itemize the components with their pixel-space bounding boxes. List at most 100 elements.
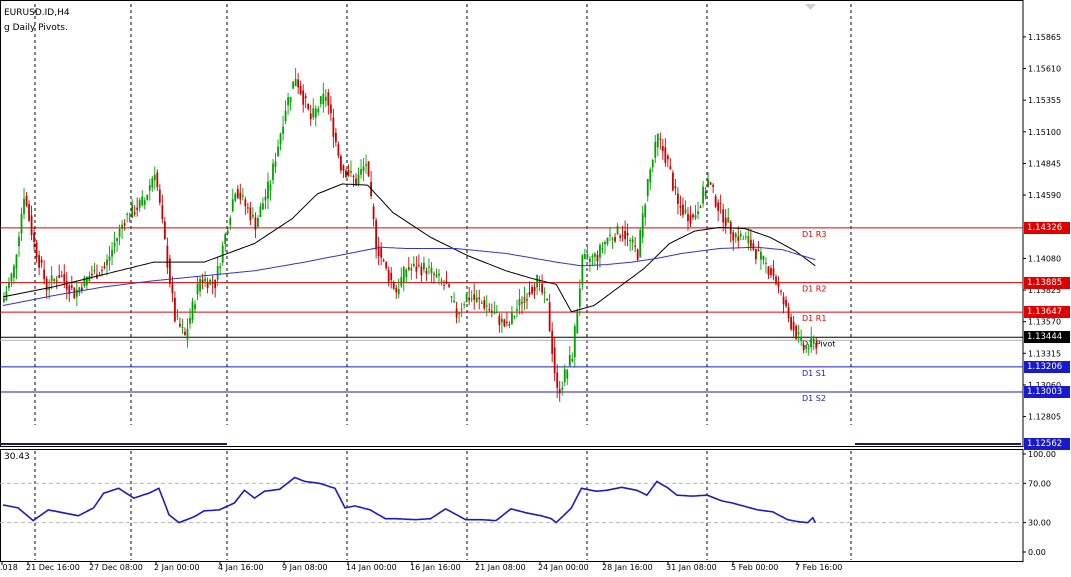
- candle-down: [206, 282, 209, 289]
- candle-down: [712, 184, 715, 187]
- candle-up: [360, 168, 362, 175]
- candle-up: [583, 253, 586, 260]
- candle-up: [604, 241, 606, 245]
- candle-down: [68, 285, 71, 295]
- candle-up: [480, 302, 483, 304]
- price-tick-label: 1.13315: [1028, 349, 1061, 358]
- candle-up: [495, 311, 498, 313]
- candle-up: [435, 274, 438, 277]
- candle-up: [141, 196, 144, 206]
- candle-up: [485, 305, 488, 307]
- candle-up: [131, 204, 134, 218]
- candle-down: [671, 172, 674, 191]
- candle-down: [156, 172, 159, 188]
- ma-fast-line: [2, 183, 816, 313]
- candle-up: [262, 203, 264, 210]
- time-tick-label: 28 Jan 16:00: [602, 563, 653, 572]
- candle-up: [405, 269, 408, 278]
- candle-down: [60, 275, 63, 277]
- pivot-label: D1 R3: [802, 230, 826, 239]
- candle-up: [267, 181, 269, 199]
- candle-up: [322, 93, 325, 105]
- range-price-box: 1.12562: [1024, 438, 1070, 450]
- candle-up: [8, 281, 10, 288]
- candle-up: [573, 326, 576, 358]
- candle-down: [334, 132, 337, 143]
- candle-up: [75, 289, 78, 297]
- candle-down: [420, 266, 423, 276]
- candle-up: [561, 387, 564, 390]
- candle-up: [609, 234, 611, 236]
- candle-up: [191, 301, 194, 321]
- candle-up: [176, 315, 179, 317]
- candle-up: [760, 251, 762, 260]
- candle-up: [656, 133, 659, 148]
- candle-down: [329, 104, 332, 114]
- candle-down: [659, 138, 662, 140]
- candle-up: [257, 218, 259, 227]
- candle-up: [586, 253, 589, 259]
- pivot-label: D1 R1: [802, 314, 826, 323]
- candle-down: [674, 186, 677, 189]
- candle-down: [254, 217, 257, 230]
- candle-up: [644, 204, 647, 218]
- candle-down: [244, 199, 247, 207]
- candle-down: [372, 206, 375, 220]
- candle-down: [455, 308, 458, 318]
- candle-down: [70, 285, 73, 288]
- time-tick-label: 21 Dec 16:00: [26, 563, 80, 572]
- candle-down: [802, 344, 805, 351]
- price-tick-label: 1.14080: [1028, 254, 1061, 263]
- candle-down: [347, 170, 350, 176]
- candle-up: [277, 146, 279, 156]
- candle-up: [143, 200, 146, 205]
- candle-up: [13, 265, 15, 278]
- price-tick-label: 1.15100: [1028, 128, 1061, 137]
- candle-up: [194, 304, 196, 310]
- candle-up: [428, 266, 430, 268]
- candle-down: [782, 296, 785, 305]
- candle-down: [664, 147, 667, 163]
- candle-down: [661, 146, 664, 152]
- candle-up: [116, 238, 118, 242]
- candle-up: [762, 255, 765, 260]
- candle-down: [490, 310, 493, 312]
- candle-down: [558, 388, 561, 394]
- candle-down: [749, 239, 752, 247]
- candle-down: [498, 315, 501, 325]
- candle-down: [392, 281, 395, 289]
- candle-up: [397, 289, 400, 295]
- candle-up: [93, 270, 96, 272]
- candle-up: [357, 174, 360, 185]
- candle-up: [578, 288, 581, 307]
- candle-down: [80, 287, 83, 291]
- candle-down: [790, 317, 792, 330]
- candle-up: [410, 268, 413, 271]
- time-tick-label: 31 Jan 08:00: [666, 563, 717, 572]
- candle-down: [506, 321, 508, 323]
- candle-up: [727, 217, 730, 223]
- candle-down: [689, 215, 692, 224]
- candle-up: [591, 256, 594, 258]
- candle-up: [264, 196, 267, 201]
- candle-up: [10, 273, 13, 282]
- indicator-label: g Daily Pivots.: [4, 23, 68, 33]
- candle-up: [118, 228, 121, 237]
- candle-down: [63, 273, 66, 282]
- candle-up: [538, 279, 541, 283]
- candle-up: [251, 214, 254, 217]
- candle-down: [614, 236, 616, 242]
- candle-down: [815, 342, 818, 349]
- candle-up: [219, 266, 222, 269]
- pivot-label: D1 R2: [802, 285, 826, 294]
- candle-up: [744, 236, 747, 238]
- candle-down: [179, 323, 181, 327]
- candle-up: [241, 195, 244, 197]
- candle-up: [493, 311, 496, 314]
- candle-up: [742, 238, 745, 240]
- candle-up: [684, 209, 687, 214]
- candle-up: [475, 297, 478, 303]
- candle-down: [40, 259, 43, 263]
- oscillator-value-label: 30.43: [4, 452, 30, 462]
